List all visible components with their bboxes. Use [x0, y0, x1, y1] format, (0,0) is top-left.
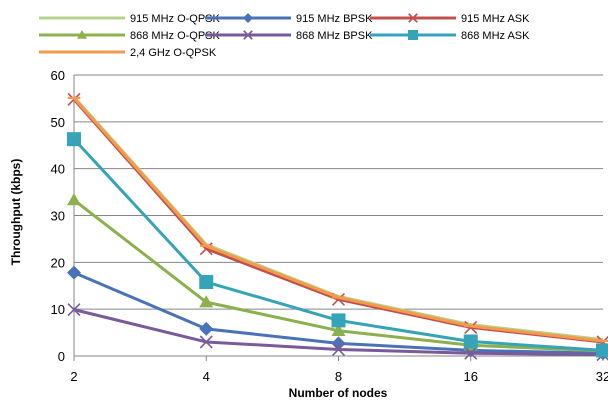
legend-entry-868-mhz-ask: 868 MHz ASK — [370, 30, 530, 42]
legend: 915 MHz O-QPSK 915 MHz BPSK 915 MHz ASK 868… — [39, 13, 530, 59]
point-915-mhz-bpsk-4 — [199, 321, 214, 336]
point-868-mhz-o-qpsk-4 — [199, 295, 214, 308]
x-tick-label-32: 32 — [596, 369, 608, 384]
y-tick-label-40: 40 — [51, 162, 65, 177]
point-868-mhz-ask-8 — [331, 313, 346, 328]
y-tick-label-20: 20 — [51, 255, 65, 270]
legend-marker-915-mhz-bpsk — [243, 13, 253, 23]
point-868-mhz-ask-32 — [596, 343, 608, 358]
y-tick-label-60: 60 — [51, 68, 65, 83]
legend-label-2-4-ghz-o-qpsk: 2,4 GHz O-QPSK — [130, 47, 217, 59]
x-tick-label-16: 16 — [464, 369, 478, 384]
legend-entry-915-mhz-bpsk: 915 MHz BPSK — [205, 13, 373, 25]
series-915-mhz-o-qpsk — [72, 96, 604, 342]
y-tick-label-0: 0 — [58, 349, 65, 364]
y-tick-label-30: 30 — [51, 209, 65, 224]
point-868-mhz-bpsk-2 — [67, 303, 81, 317]
legend-entry-2-4-ghz-o-qpsk: 2,4 GHz O-QPSK — [39, 47, 217, 59]
legend-label-868-mhz-o-qpsk: 868 MHz O-QPSK — [130, 30, 221, 42]
legend-label-868-mhz-bpsk: 868 MHz BPSK — [296, 30, 373, 42]
point-868-mhz-bpsk-4 — [199, 335, 213, 349]
y-tick-label-10: 10 — [51, 302, 65, 317]
y-axis-title: Throughput (kbps) — [9, 159, 23, 266]
legend-label-915-mhz-o-qpsk: 915 MHz O-QPSK — [130, 13, 221, 25]
series-line-2-4-ghz-o-qpsk — [72, 96, 604, 343]
legend-entry-868-mhz-o-qpsk: 868 MHz O-QPSK — [39, 30, 221, 42]
series-layer — [67, 92, 608, 362]
legend-marker-915-mhz-ask — [408, 13, 418, 23]
point-868-mhz-ask-4 — [199, 275, 214, 290]
legend-entry-915-mhz-ask: 915 MHz ASK — [370, 13, 530, 25]
y-tick-label-50: 50 — [51, 115, 65, 130]
legend-marker-868-mhz-ask — [408, 30, 418, 40]
legend-marker-868-mhz-bpsk — [243, 30, 253, 40]
legend-entry-868-mhz-bpsk: 868 MHz BPSK — [205, 30, 373, 42]
legend-entry-915-mhz-o-qpsk: 915 MHz O-QPSK — [39, 13, 221, 25]
legend-label-915-mhz-bpsk: 915 MHz BPSK — [296, 13, 373, 25]
series-2-4-ghz-o-qpsk — [67, 96, 608, 343]
gridlines — [74, 74, 603, 310]
x-tick-label-4: 4 — [203, 369, 210, 384]
axes: 0 10 20 30 40 50 60 2 4 8 16 32 — [51, 68, 608, 384]
x-tick-label-8: 8 — [335, 369, 342, 384]
series-868-mhz-ask — [67, 132, 608, 358]
point-868-mhz-o-qpsk-8 — [331, 323, 346, 336]
x-tick-label-2: 2 — [70, 369, 77, 384]
legend-marker-868-mhz-o-qpsk — [77, 30, 87, 39]
point-915-mhz-bpsk-2 — [67, 265, 81, 280]
series-line-915-mhz-o-qpsk — [72, 96, 604, 342]
point-868-mhz-o-qpsk-2 — [67, 193, 81, 206]
point-868-mhz-ask-16 — [463, 334, 478, 349]
point-868-mhz-ask-2 — [67, 132, 81, 147]
point-868-mhz-bpsk-16 — [464, 346, 478, 360]
x-axis-title: Number of nodes — [289, 386, 388, 400]
legend-label-915-mhz-ask: 915 MHz ASK — [461, 13, 530, 25]
point-915-mhz-ask-4 — [199, 242, 213, 256]
legend-label-868-mhz-ask: 868 MHz ASK — [461, 30, 530, 42]
point-868-mhz-bpsk-8 — [331, 342, 346, 356]
